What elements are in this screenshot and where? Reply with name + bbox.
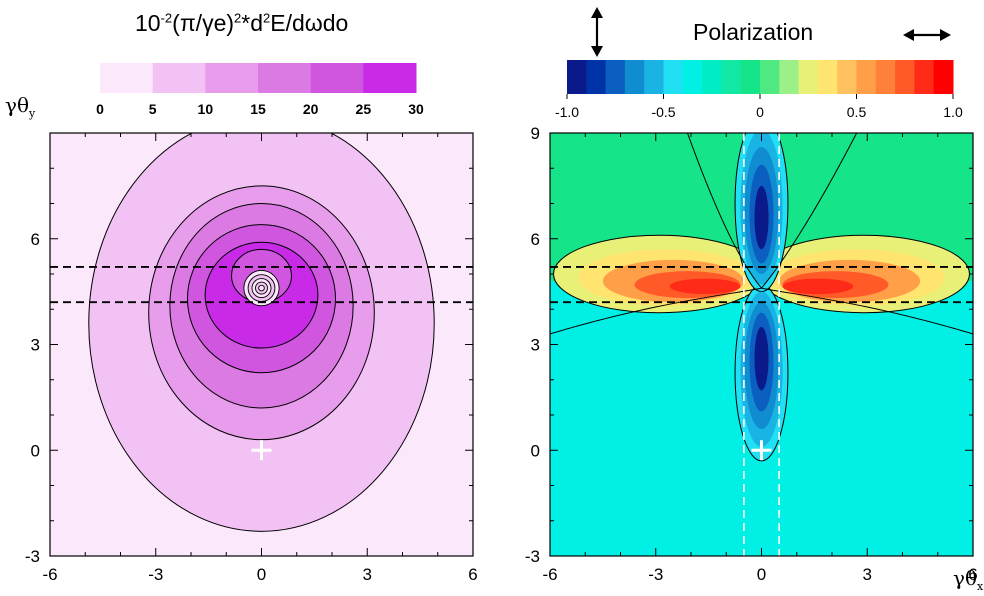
horizontal-polarization-arrow-icon	[903, 29, 951, 41]
polarization-colorbar-tick: -0.5	[651, 104, 675, 120]
intensity-colorbar: 0 5 10 15 20 25 30	[96, 63, 424, 117]
y-tick-label: 6	[31, 230, 40, 249]
polarization-colorbar-swatch	[914, 60, 935, 94]
intensity-colorbar-tick: 0	[96, 101, 104, 117]
polarization-x-axis-label: γθx	[953, 566, 984, 593]
intensity-colorbar-swatch	[100, 63, 154, 93]
intensity-colorbar-swatch	[205, 63, 259, 93]
polarization-colorbar-swatch	[740, 60, 761, 94]
x-tick-label: 0	[257, 565, 266, 584]
polarization-colorbar-tick: 1.0	[943, 104, 963, 120]
vertical-polarization-arrow-icon	[591, 7, 603, 57]
polarization-colorbar-tick: -1.0	[555, 104, 579, 120]
y-tick-label: 3	[531, 336, 540, 355]
intensity-title: 10-2(π/γe)2*d2E/dωdo	[135, 10, 349, 36]
polarization-colorbar-swatch	[856, 60, 877, 94]
y-tick-label: 0	[531, 441, 540, 460]
x-tick-label: -3	[648, 565, 663, 584]
polarization-colorbar-swatch	[875, 60, 896, 94]
intensity-colorbar-swatch	[152, 63, 206, 93]
pol-zero-contour-3	[687, 133, 762, 289]
pol-vertical-lobe-a-4	[754, 326, 769, 391]
polarization-colorbar-swatch	[933, 60, 954, 94]
origin-marker	[751, 440, 772, 461]
polarization-colorbar-swatch	[605, 60, 626, 94]
y-tick-label: -3	[525, 547, 540, 566]
origin-marker	[251, 440, 272, 461]
intensity-colorbar-swatch	[310, 63, 364, 93]
polarization-colorbar-swatch	[663, 60, 684, 94]
pol-horizontal-lobe-a-4	[669, 278, 741, 295]
polarization-colorbar-swatch	[567, 60, 587, 94]
polarization-colorbar-tick: 0	[756, 104, 764, 120]
pol-horizontal-lobe-b-4	[782, 278, 854, 295]
polarization-colorbar-swatch	[837, 60, 857, 94]
x-tick-label: -6	[542, 565, 557, 584]
x-tick-label: 0	[757, 565, 766, 584]
polarization-title: Polarization	[693, 19, 814, 45]
polarization-colorbar-swatch	[702, 60, 722, 94]
intensity-colorbar-swatch	[363, 63, 417, 93]
intensity-colorbar-swatch	[258, 63, 312, 93]
polarization-colorbar-swatch	[624, 60, 645, 94]
intensity-colorbar-tick: 10	[198, 101, 214, 117]
x-tick-label: 6	[468, 565, 477, 584]
y-tick-label: 6	[531, 230, 540, 249]
intensity-colorbar-tick: 30	[408, 101, 424, 117]
y-tick-label: -3	[25, 547, 40, 566]
y-tick-label: 0	[31, 441, 40, 460]
pol-zero-contour-4	[761, 133, 858, 289]
x-tick-label: -3	[148, 565, 163, 584]
polarization-colorbar: -1.0 -0.5 0 0.5 1.0	[555, 60, 963, 120]
polarization-colorbar-swatch	[682, 60, 703, 94]
intensity-y-axis-label: γθy	[5, 93, 36, 120]
x-tick-label: 3	[363, 565, 372, 584]
polarization-colorbar-swatch	[586, 60, 607, 94]
x-tick-label: 3	[863, 565, 872, 584]
pol-vertical-lobe-b-4	[754, 185, 769, 250]
polarization-colorbar-swatch	[644, 60, 664, 94]
intensity-colorbar-tick: 5	[149, 101, 157, 117]
intensity-colorbar-tick: 20	[303, 101, 319, 117]
intensity-peak-ring	[258, 284, 265, 292]
polarization-contours	[550, 133, 973, 556]
y-tick-label: 9	[531, 124, 540, 143]
intensity-contours	[88, 133, 435, 532]
polarization-colorbar-swatch	[721, 60, 742, 94]
polarization-colorbar-tick: 0.5	[847, 104, 867, 120]
polarization-colorbar-swatch	[817, 60, 838, 94]
polarization-colorbar-swatch	[798, 60, 819, 94]
intensity-colorbar-tick: 15	[250, 101, 266, 117]
polarization-colorbar-swatch	[760, 60, 780, 94]
x-tick-label: 6	[968, 565, 977, 584]
intensity-colorbar-tick: 25	[356, 101, 372, 117]
y-tick-label: 3	[31, 336, 40, 355]
polarization-colorbar-swatch	[779, 60, 800, 94]
x-tick-label: -6	[42, 565, 57, 584]
polarization-colorbar-swatch	[895, 60, 915, 94]
